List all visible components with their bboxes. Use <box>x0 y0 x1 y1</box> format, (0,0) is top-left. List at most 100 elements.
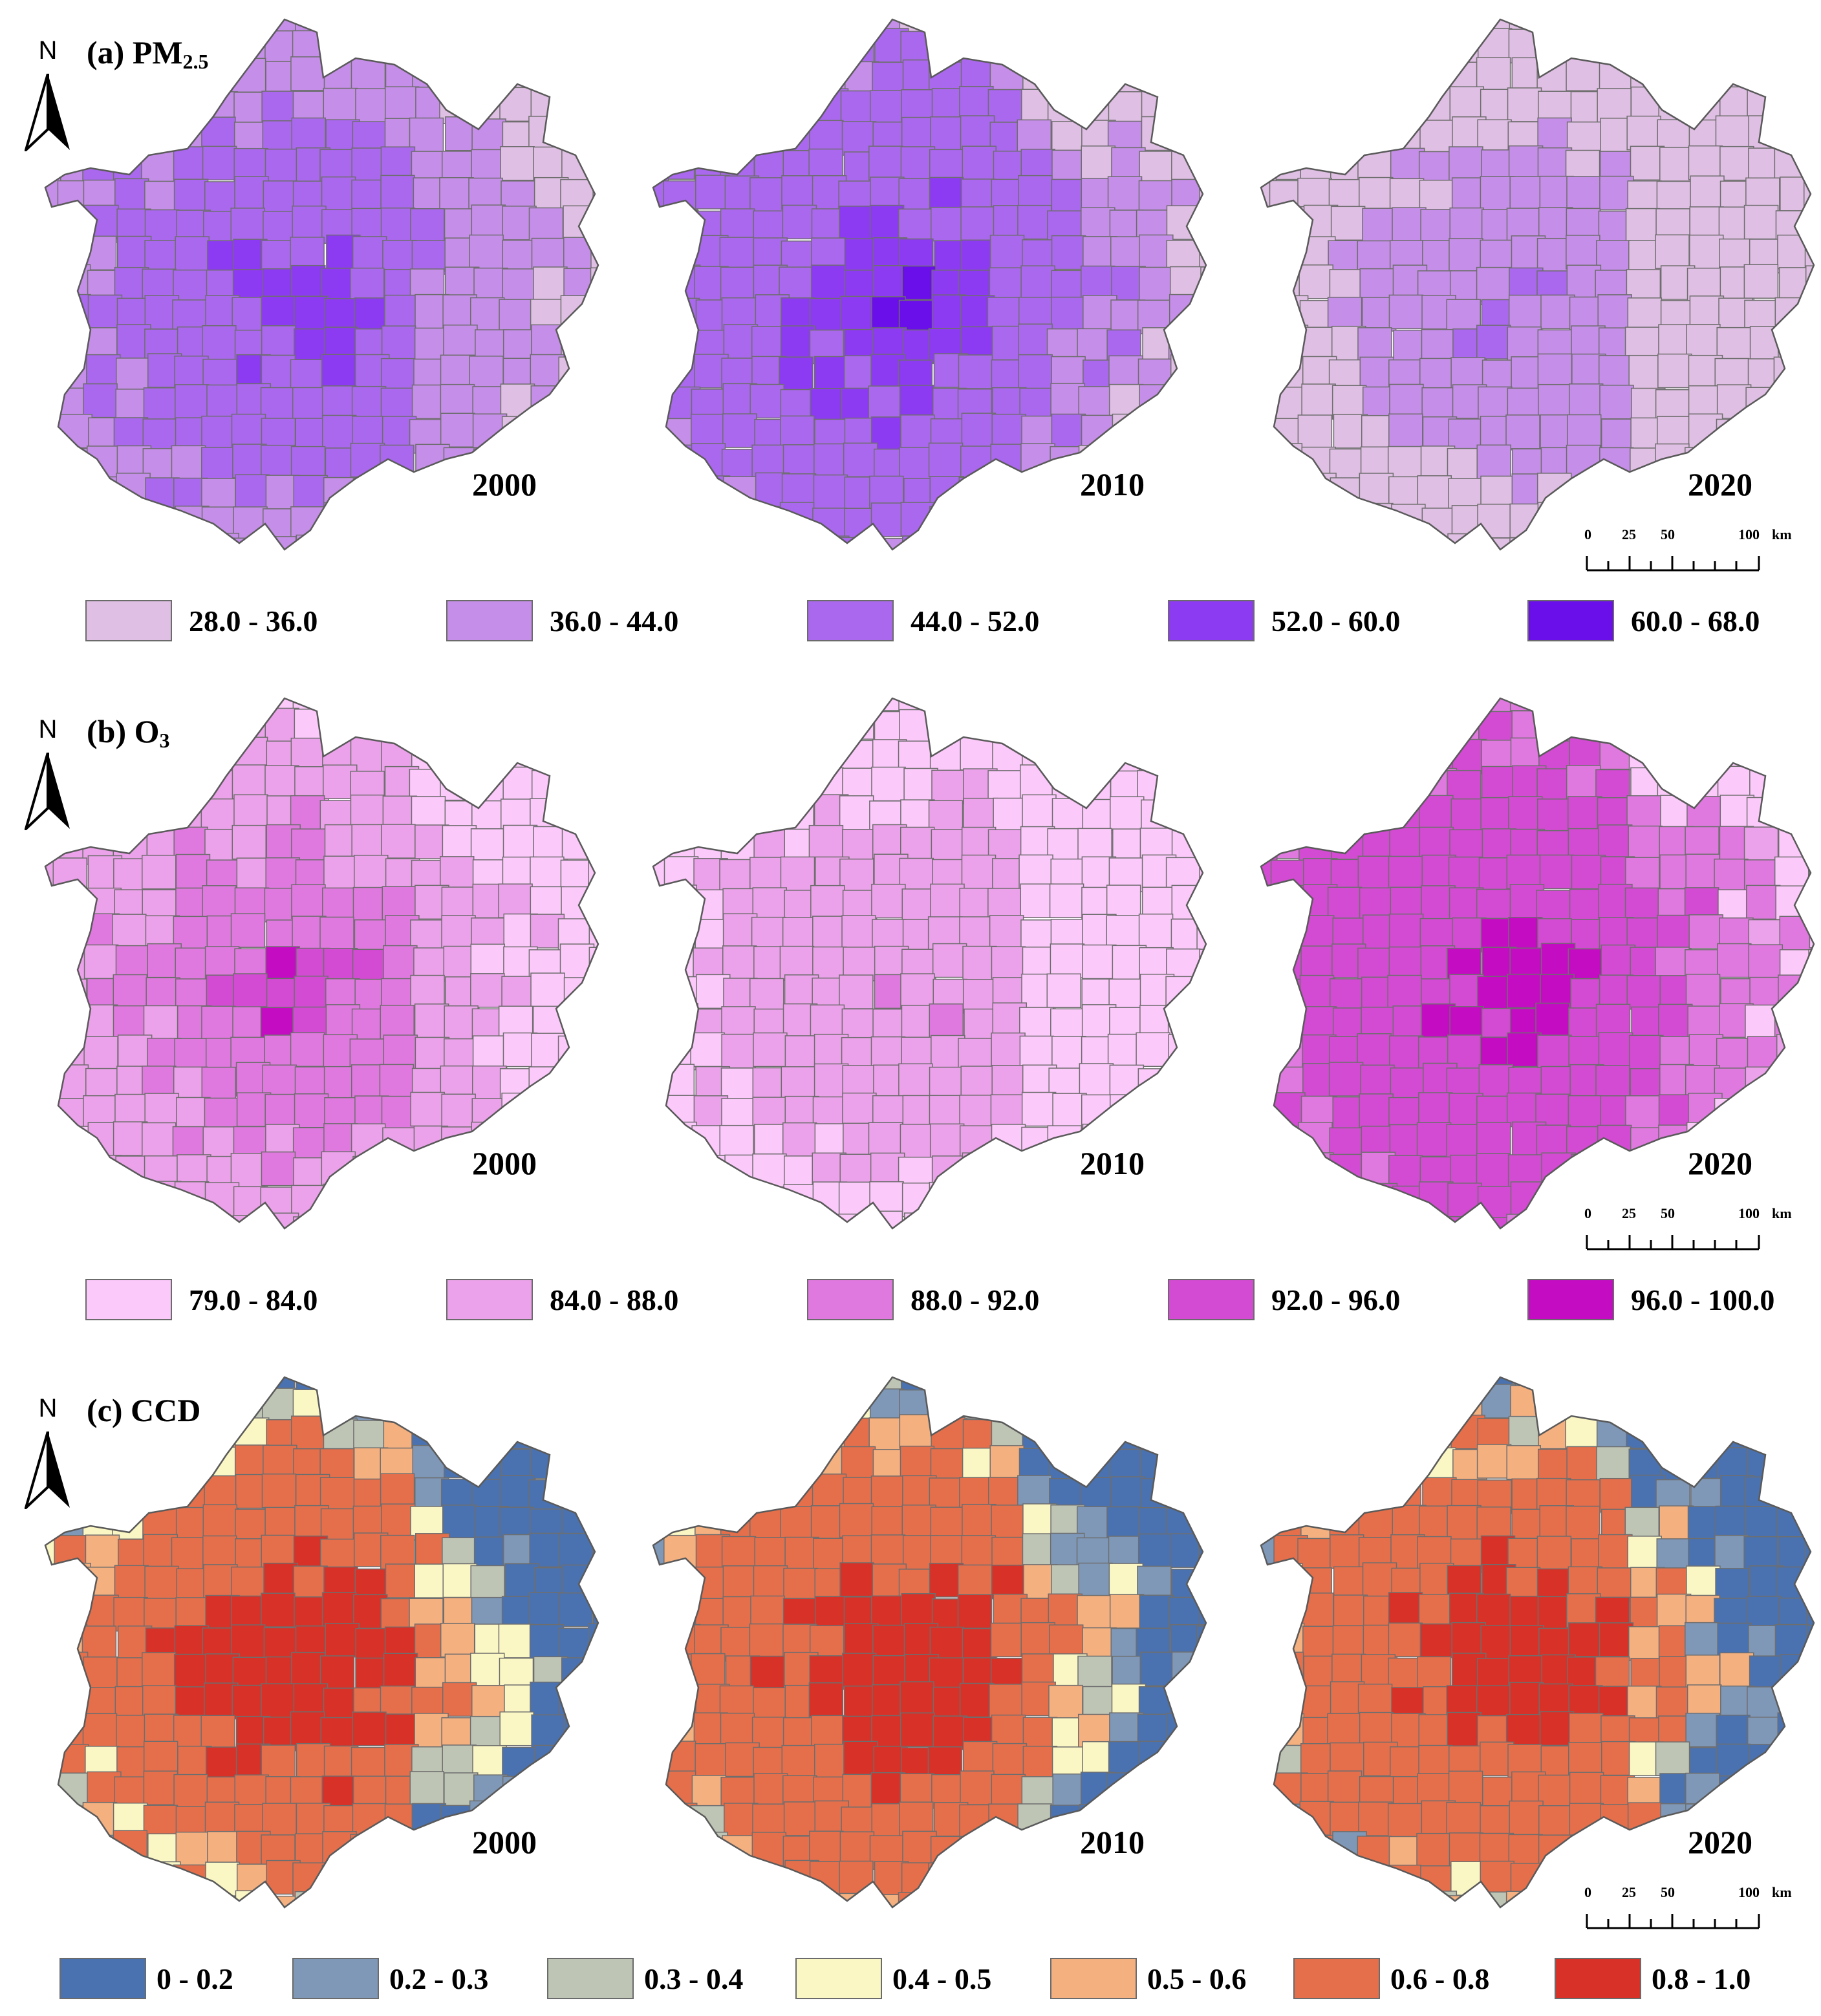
sub-basin-polygon <box>1052 1093 1087 1128</box>
sub-basin-polygon <box>931 829 966 864</box>
sub-basin-polygon <box>472 709 507 744</box>
sub-basin-polygon <box>665 1474 701 1509</box>
sub-basin-polygon <box>653 1095 668 1131</box>
sub-basin-polygon <box>1169 1865 1204 1900</box>
sub-basin-polygon <box>1625 208 1661 243</box>
sub-basin-polygon <box>782 204 817 240</box>
sub-basin-polygon <box>593 443 598 478</box>
sub-basin-polygon <box>1507 974 1542 1009</box>
sub-basin-polygon <box>1172 1894 1206 1907</box>
sub-basin-polygon <box>653 1478 669 1514</box>
sub-basin-polygon <box>1303 1862 1338 1897</box>
sub-basin-polygon <box>662 237 698 272</box>
sub-basin-polygon <box>1749 1804 1784 1839</box>
sub-basin-polygon <box>173 1864 208 1900</box>
sub-basin-polygon <box>1198 118 1206 153</box>
sub-basin-polygon <box>45 443 59 478</box>
sub-basin-polygon <box>653 1214 667 1228</box>
sub-basin-polygon <box>324 1377 360 1395</box>
sub-basin-polygon <box>1196 1064 1206 1100</box>
sub-basin-polygon <box>117 1922 151 1940</box>
sub-basin-polygon <box>812 916 847 950</box>
sub-basin-polygon <box>724 1803 759 1838</box>
sub-basin-polygon <box>590 1242 608 1261</box>
sub-basin-polygon <box>695 764 729 799</box>
sub-basin-polygon <box>45 1658 63 1693</box>
panel-variable: CCD <box>131 1392 201 1428</box>
sub-basin-polygon <box>1167 57 1203 92</box>
sub-basin-polygon <box>351 824 386 859</box>
sub-basin-polygon <box>409 32 444 67</box>
sub-basin-polygon <box>725 32 760 67</box>
sub-basin-polygon <box>1447 533 1482 550</box>
sub-basin-polygon <box>987 1836 1022 1871</box>
sub-basin-polygon <box>144 737 180 773</box>
sub-basin-polygon <box>471 19 506 36</box>
sub-basin-polygon <box>294 1093 329 1128</box>
sub-basin-polygon <box>1657 353 1692 389</box>
sub-basin-polygon <box>1051 766 1086 802</box>
sub-basin-polygon <box>1261 1509 1274 1544</box>
sub-basin-polygon <box>653 917 667 953</box>
sub-basin-polygon <box>45 1007 61 1042</box>
sub-basin-polygon <box>1505 1891 1541 1907</box>
sub-basin-polygon <box>83 698 118 714</box>
sub-basin-polygon <box>409 19 444 34</box>
sub-basin-polygon <box>1778 794 1814 830</box>
sub-basin-polygon <box>1299 1592 1334 1627</box>
sub-basin-polygon <box>1809 914 1814 949</box>
sub-basin-polygon <box>1566 1377 1602 1391</box>
sub-basin-polygon <box>1077 1388 1112 1422</box>
sub-basin-polygon <box>1804 32 1814 67</box>
sub-basin-polygon <box>171 1387 206 1422</box>
sub-basin-polygon <box>1688 698 1723 716</box>
sub-basin-polygon <box>991 1505 1026 1539</box>
sub-basin-polygon <box>1331 825 1366 860</box>
sub-basin-polygon <box>56 1154 92 1190</box>
sub-basin-polygon <box>147 86 182 122</box>
sub-basin-polygon <box>1476 1593 1511 1629</box>
sub-basin-polygon <box>1267 475 1303 511</box>
sub-basin-polygon <box>813 19 848 36</box>
sub-basin-polygon <box>929 506 964 541</box>
sub-basin-polygon <box>1566 176 1601 211</box>
sub-basin-polygon <box>869 1181 904 1216</box>
sub-basin-polygon <box>1627 1686 1662 1721</box>
sub-basin-polygon <box>1362 698 1397 711</box>
sub-basin-polygon <box>1386 1864 1422 1900</box>
sub-basin-polygon <box>872 562 906 582</box>
sub-basin-polygon <box>290 56 325 91</box>
sub-basin-polygon <box>724 121 760 156</box>
sub-basin-polygon <box>232 698 268 711</box>
sub-basin-polygon <box>409 706 444 742</box>
sub-basin-polygon <box>1018 354 1053 389</box>
sub-basin-polygon <box>1196 917 1206 952</box>
sub-basin-polygon <box>1359 1093 1394 1128</box>
sub-basin-polygon <box>1778 327 1813 361</box>
sub-basin-polygon <box>45 87 58 122</box>
sub-basin-polygon <box>231 58 266 93</box>
sub-basin-polygon <box>653 857 669 892</box>
sub-basin-polygon <box>116 90 151 125</box>
sub-basin-polygon <box>1749 413 1784 449</box>
sub-basin-polygon <box>779 356 814 391</box>
sub-basin-polygon <box>810 1377 845 1390</box>
sub-basin-polygon <box>1333 1244 1366 1261</box>
sub-basin-polygon <box>146 1377 182 1394</box>
sub-basin-polygon <box>754 89 789 123</box>
sub-basin-polygon <box>1298 698 1333 711</box>
sub-basin-polygon <box>661 710 696 745</box>
sub-basin-polygon <box>1685 974 1721 1009</box>
sub-basin-polygon <box>1081 145 1116 180</box>
sub-basin-polygon <box>784 86 819 122</box>
sub-basin-polygon <box>1331 88 1366 123</box>
scale-label: 0 <box>1584 526 1591 542</box>
sub-basin-polygon <box>114 505 149 541</box>
sub-basin-polygon <box>54 236 89 272</box>
sub-basin-polygon <box>988 1894 1024 1907</box>
sub-basin-polygon <box>653 1713 671 1749</box>
sub-basin-polygon <box>840 90 876 125</box>
sub-basin-polygon <box>410 208 445 243</box>
sub-basin-polygon <box>1272 234 1308 270</box>
sub-basin-polygon <box>1139 1594 1174 1629</box>
